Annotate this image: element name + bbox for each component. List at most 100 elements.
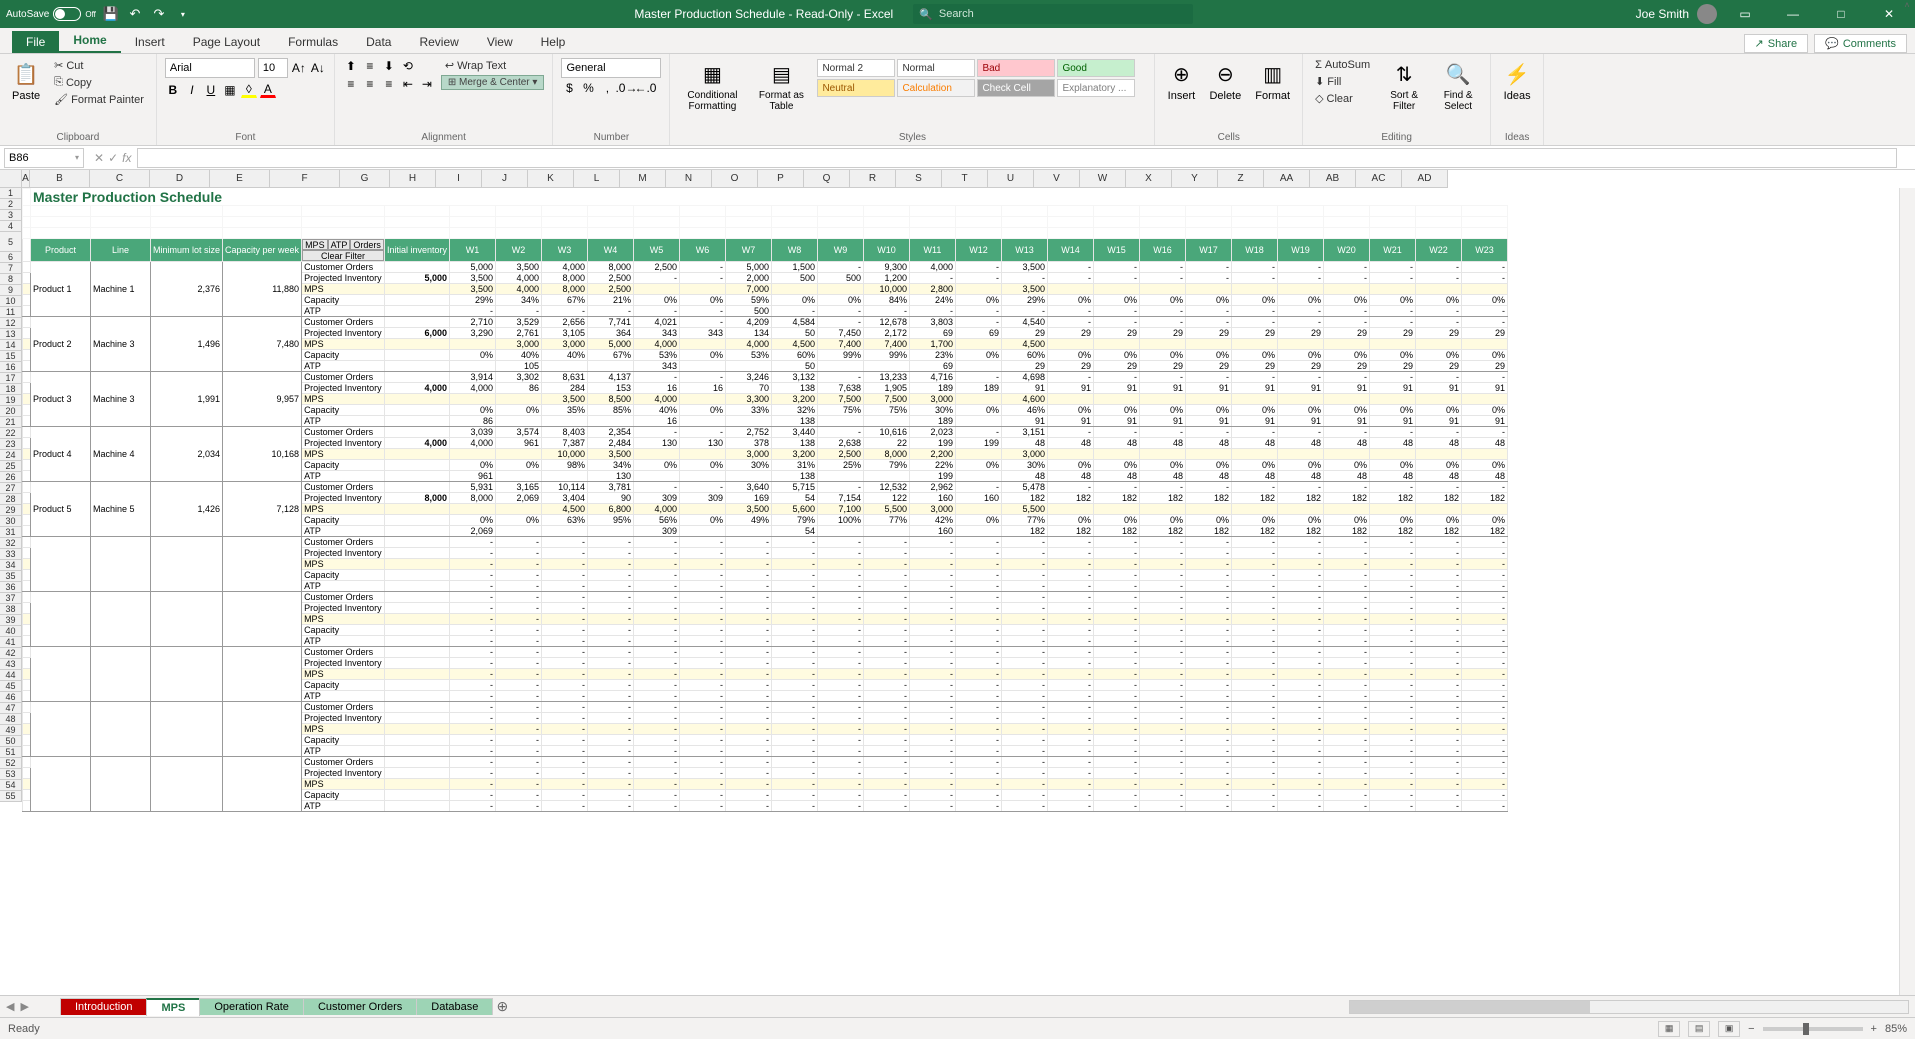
undo-icon[interactable]: ↶	[126, 5, 144, 23]
format-button[interactable]: ▥Format	[1251, 58, 1294, 104]
col-header-Y[interactable]: Y	[1172, 170, 1218, 188]
tab-formulas[interactable]: Formulas	[274, 31, 352, 53]
inc-decimal-icon[interactable]: .0→	[618, 80, 634, 96]
row-header-1[interactable]: 1	[0, 188, 22, 199]
ideas-button[interactable]: ⚡Ideas	[1499, 58, 1535, 104]
indent-dec-icon[interactable]: ⇤	[400, 76, 416, 92]
italic-icon[interactable]: I	[184, 82, 200, 98]
col-header-AA[interactable]: AA	[1264, 170, 1310, 188]
name-box[interactable]: B86▾	[4, 148, 84, 168]
tab-file[interactable]: File	[12, 31, 59, 53]
row-header-40[interactable]: 40	[0, 626, 22, 637]
name-box-dropdown-icon[interactable]: ▾	[75, 153, 79, 162]
style-explanatory-[interactable]: Explanatory ...	[1057, 79, 1135, 97]
row-header-55[interactable]: 55	[0, 791, 22, 802]
indent-inc-icon[interactable]: ⇥	[419, 76, 435, 92]
align-middle-icon[interactable]: ≡	[362, 58, 378, 74]
row-header-39[interactable]: 39	[0, 615, 22, 626]
share-button[interactable]: ↗Share	[1744, 34, 1809, 53]
cell-styles-gallery[interactable]: Normal 2NormalBadGoodNeutralCalculationC…	[816, 58, 1146, 98]
row-header-48[interactable]: 48	[0, 714, 22, 725]
shrink-font-icon[interactable]: A↓	[310, 60, 326, 76]
row-header-6[interactable]: 6	[0, 252, 22, 263]
col-header-R[interactable]: R	[850, 170, 896, 188]
conditional-formatting-button[interactable]: ▦Conditional Formatting	[678, 58, 746, 114]
row-header-46[interactable]: 46	[0, 692, 22, 703]
font-color-icon[interactable]: A	[260, 82, 276, 98]
save-icon[interactable]: 💾	[102, 5, 120, 23]
ribbon-options-icon[interactable]: ▭	[1725, 0, 1765, 28]
font-size-select[interactable]	[258, 58, 288, 78]
zoom-out-icon[interactable]: −	[1748, 1023, 1754, 1035]
find-select-button[interactable]: 🔍Find & Select	[1434, 58, 1482, 114]
row-header-18[interactable]: 18	[0, 384, 22, 395]
maximize-icon[interactable]: □	[1821, 0, 1861, 28]
sheet-next-icon[interactable]: ▶	[20, 1000, 28, 1013]
vertical-scrollbar[interactable]	[1899, 188, 1915, 995]
row-header-22[interactable]: 22	[0, 428, 22, 439]
format-painter-button[interactable]: 🖌Format Painter	[50, 92, 148, 107]
redo-icon[interactable]: ↷	[150, 5, 168, 23]
col-header-S[interactable]: S	[896, 170, 942, 188]
col-header-U[interactable]: U	[988, 170, 1034, 188]
row-header-7[interactable]: 7	[0, 263, 22, 274]
tab-page-layout[interactable]: Page Layout	[179, 31, 274, 53]
format-as-table-button[interactable]: ▤Format as Table	[752, 58, 810, 114]
scrollbar-thumb[interactable]	[1350, 1001, 1590, 1013]
collapse-ribbon-icon[interactable]: ˄	[1899, 0, 1915, 16]
cancel-formula-icon[interactable]: ✕	[94, 151, 104, 165]
row-header-15[interactable]: 15	[0, 351, 22, 362]
cut-button[interactable]: ✂Cut	[50, 58, 148, 73]
col-header-E[interactable]: E	[210, 170, 270, 188]
col-header-Z[interactable]: Z	[1218, 170, 1264, 188]
col-header-Q[interactable]: Q	[804, 170, 850, 188]
insert-button[interactable]: ⊕Insert	[1163, 58, 1199, 104]
row-header-24[interactable]: 24	[0, 450, 22, 461]
tab-home[interactable]: Home	[59, 29, 120, 53]
view-layout-icon[interactable]: ▤	[1688, 1021, 1710, 1037]
row-header-53[interactable]: 53	[0, 769, 22, 780]
col-header-AB[interactable]: AB	[1310, 170, 1356, 188]
row-header-27[interactable]: 27	[0, 483, 22, 494]
row-header-17[interactable]: 17	[0, 373, 22, 384]
row-header-23[interactable]: 23	[0, 439, 22, 450]
align-bottom-icon[interactable]: ⬇	[381, 58, 397, 74]
row-header-35[interactable]: 35	[0, 571, 22, 582]
row-header-43[interactable]: 43	[0, 659, 22, 670]
style-check-cell[interactable]: Check Cell	[977, 79, 1055, 97]
comma-icon[interactable]: ,	[599, 80, 615, 96]
tab-review[interactable]: Review	[405, 31, 472, 53]
wrap-text-button[interactable]: ↩Wrap Text	[441, 58, 545, 73]
col-header-O[interactable]: O	[712, 170, 758, 188]
view-break-icon[interactable]: ▣	[1718, 1021, 1740, 1037]
horizontal-scrollbar[interactable]	[1349, 1000, 1909, 1014]
fill-color-icon[interactable]: ◊	[241, 82, 257, 98]
row-header-29[interactable]: 29	[0, 505, 22, 516]
cells-area[interactable]: Master Production ScheduleProductLineMin…	[22, 188, 1508, 812]
col-header-N[interactable]: N	[666, 170, 712, 188]
row-header-42[interactable]: 42	[0, 648, 22, 659]
tab-data[interactable]: Data	[352, 31, 405, 53]
col-header-P[interactable]: P	[758, 170, 804, 188]
underline-icon[interactable]: U	[203, 82, 219, 98]
bold-icon[interactable]: B	[165, 82, 181, 98]
row-header-52[interactable]: 52	[0, 758, 22, 769]
style-calculation[interactable]: Calculation	[897, 79, 975, 97]
sheet-tab-introduction[interactable]: Introduction	[60, 998, 147, 1015]
col-header-G[interactable]: G	[340, 170, 390, 188]
col-header-A[interactable]: A	[22, 170, 30, 188]
sheet-tab-customer-orders[interactable]: Customer Orders	[303, 998, 417, 1015]
align-left-icon[interactable]: ≡	[343, 76, 359, 92]
font-name-select[interactable]	[165, 58, 255, 78]
row-header-11[interactable]: 11	[0, 307, 22, 318]
row-header-12[interactable]: 12	[0, 318, 22, 329]
qat-dropdown-icon[interactable]: ▾	[174, 5, 192, 23]
col-header-M[interactable]: M	[620, 170, 666, 188]
row-header-21[interactable]: 21	[0, 417, 22, 428]
user-name[interactable]: Joe Smith	[1636, 7, 1689, 21]
number-format-select[interactable]	[561, 58, 661, 78]
add-sheet-button[interactable]: ⊕	[492, 998, 512, 1015]
align-right-icon[interactable]: ≡	[381, 76, 397, 92]
col-header-H[interactable]: H	[390, 170, 436, 188]
col-header-V[interactable]: V	[1034, 170, 1080, 188]
